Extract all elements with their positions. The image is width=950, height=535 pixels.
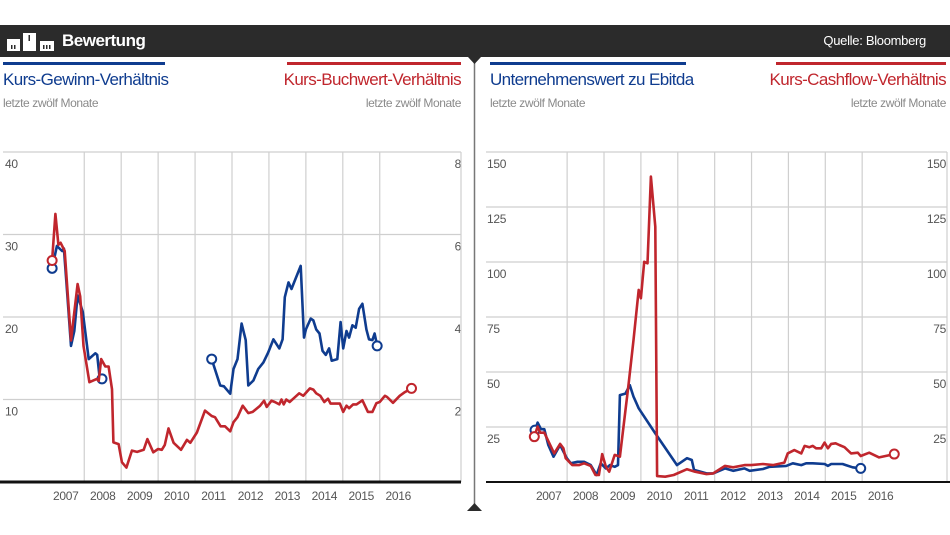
- series-endpoint-marker: [888, 448, 900, 460]
- series-endpoint-marker: [46, 254, 58, 266]
- header-bar: Bewertung Quelle: Bloomberg: [0, 25, 950, 57]
- y-left-tick-label: 125: [487, 212, 507, 226]
- series-rule-kcv: [776, 62, 946, 65]
- x-tick-label: 2011: [684, 489, 709, 503]
- y-right-tick-label: 6: [455, 240, 462, 254]
- series-endpoint-marker: [528, 431, 540, 443]
- x-tick-label: 2007: [53, 489, 79, 503]
- y-left-tick-label: 100: [487, 267, 507, 281]
- divider-top-arrow: [468, 57, 481, 64]
- x-tick-label: 2016: [385, 489, 411, 503]
- series-endpoint-marker: [855, 462, 867, 474]
- section-title: Bewertung: [62, 31, 146, 50]
- x-tick-label: 2009: [127, 489, 153, 503]
- series-endpoint-marker: [206, 353, 218, 365]
- x-tick-label: 2009: [610, 489, 636, 503]
- x-tick-label: 2015: [349, 489, 375, 503]
- y-right-tick-label: 125: [927, 212, 947, 226]
- x-tick-label: 2013: [275, 489, 301, 503]
- series-rule-ev-ebitda: [490, 62, 686, 65]
- series-endpoint-marker: [371, 340, 383, 352]
- x-tick-label: 2014: [794, 489, 820, 503]
- legend-subtitle-kcv: letzte zwölf Monate: [850, 96, 947, 110]
- x-tick-label: 2008: [90, 489, 116, 503]
- y-left-tick-label: 20: [5, 322, 18, 336]
- y-left-tick-label: 40: [5, 157, 18, 171]
- y-right-tick-label: 2: [455, 405, 462, 419]
- y-right-tick-label: 50: [933, 377, 946, 391]
- series-line: [50, 212, 413, 469]
- divider-bottom-arrow: [467, 503, 482, 511]
- series-rule-kgv: [3, 62, 165, 65]
- legend-subtitle-ev-ebitda: letzte zwölf Monate: [490, 96, 586, 110]
- y-left-tick-label: 75: [487, 322, 500, 336]
- y-left-tick-label: 30: [5, 240, 18, 254]
- x-tick-label: 2013: [757, 489, 783, 503]
- series-line: [210, 264, 379, 395]
- x-tick-label: 2012: [720, 489, 746, 503]
- series-endpoint-marker: [406, 382, 418, 394]
- x-tick-label: 2012: [238, 489, 264, 503]
- legend-title-ev-ebitda: Unternehmenswert zu Ebitda: [490, 70, 694, 89]
- bar-chart-icon: [7, 33, 54, 51]
- series-line: [50, 244, 104, 380]
- y-right-tick-label: 25: [933, 432, 946, 446]
- chart-kgv-kbv: 10 20 30 40 2 4 6 8 2007 2008 2009 2010 2011 2012 2013…: [0, 151, 462, 503]
- x-tick-label: 2016: [868, 489, 894, 503]
- y-left-tick-label: 10: [5, 405, 18, 419]
- y-left-tick-label: 25: [487, 432, 500, 446]
- y-left-tick-label: 150: [487, 157, 507, 171]
- legend-title-kbv: Kurs-Buchwert-Verhältnis: [283, 70, 462, 89]
- y-right-tick-label: 4: [455, 322, 462, 336]
- y-right-tick-label: 100: [927, 267, 947, 281]
- series-line: [533, 175, 895, 478]
- legend-title-kgv: Kurs-Gewinn-Verhältnis: [3, 70, 169, 89]
- series-line: [533, 383, 861, 477]
- x-tick-label: 2014: [312, 489, 338, 503]
- y-right-tick-label: 8: [455, 157, 462, 171]
- legend-title-kcv: Kurs-Cashflow-Verhältnis: [769, 70, 947, 89]
- y-right-tick-label: 150: [927, 157, 947, 171]
- x-tick-label: 2007: [536, 489, 562, 503]
- x-tick-label: 2008: [573, 489, 599, 503]
- legend-subtitle-kbv: letzte zwölf Monate: [365, 96, 462, 110]
- series-rule-kbv: [287, 62, 461, 65]
- y-left-tick-label: 50: [487, 377, 500, 391]
- x-tick-label: 2015: [831, 489, 857, 503]
- x-tick-label: 2011: [201, 489, 226, 503]
- x-tick-label: 2010: [647, 489, 673, 503]
- legend-subtitle-kgv: letzte zwölf Monate: [3, 96, 99, 110]
- x-tick-label: 2010: [164, 489, 190, 503]
- chart-ev-ebitda-kcv: 25 50 75 100 125 150 25 50 75 100 125 150 2007 2008 20…: [486, 151, 950, 503]
- source-label: Quelle: Bloomberg: [823, 33, 926, 48]
- y-right-tick-label: 75: [933, 322, 946, 336]
